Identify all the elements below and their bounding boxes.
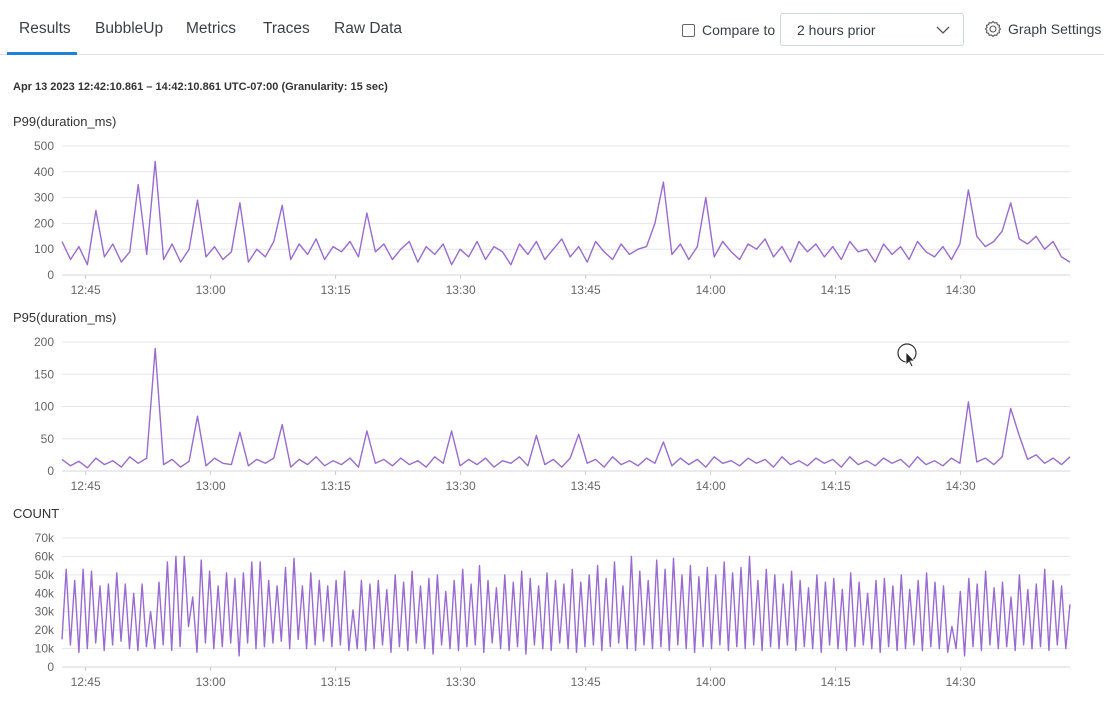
x-tick-label: 14:00 (696, 479, 726, 493)
x-tick-label: 13:30 (446, 675, 476, 689)
graph-settings-label: Graph Settings (1008, 21, 1102, 37)
y-tick-label: 20k (35, 623, 55, 637)
y-tick-label: 70k (35, 531, 55, 545)
y-tick-label: 200 (34, 335, 54, 349)
y-tick-label: 400 (34, 165, 54, 179)
x-tick-label: 13:30 (446, 479, 476, 493)
x-tick-label: 13:00 (196, 479, 226, 493)
x-tick-label: 13:00 (196, 675, 226, 689)
x-tick-label: 13:00 (196, 283, 226, 297)
x-tick-label: 14:30 (946, 479, 976, 493)
x-tick-label: 14:30 (946, 283, 976, 297)
y-tick-label: 50k (35, 568, 55, 582)
y-tick-label: 10k (35, 642, 55, 656)
compare-period-value: 2 hours prior (797, 22, 876, 38)
x-tick-label: 13:15 (321, 479, 351, 493)
checkbox-icon[interactable] (682, 23, 695, 37)
compare-label: Compare to (702, 22, 776, 38)
y-tick-label: 40k (35, 586, 55, 600)
y-tick-label: 0 (47, 268, 54, 282)
x-tick-label: 14:30 (946, 675, 976, 689)
chart-title-p99: P99(duration_ms) (13, 114, 117, 129)
x-tick-label: 13:15 (321, 675, 351, 689)
tab-bar: Results BubbleUp Metrics Traces Raw Data (0, 0, 1104, 55)
x-tick-label: 13:45 (571, 479, 601, 493)
compare-to-checkbox[interactable]: Compare to (682, 22, 775, 38)
tab-raw-data[interactable]: Raw Data (334, 20, 403, 37)
chart-count[interactable]: 0 10k 20k 30k 40k 50k 60k 70k 12:45 13:00 13:15 13:… (0, 522, 1120, 702)
y-tick-label: 500 (34, 139, 54, 153)
chart-p99[interactable]: 0 100 200 300 400 500 12:45 13:00 13:15 13:30 13:4… (0, 130, 1120, 305)
chart-p95[interactable]: 0 50 100 150 200 12:45 13:00 13:15 13:30 13:45 14:… (0, 326, 1120, 501)
y-tick-label: 150 (34, 367, 54, 381)
x-tick-label: 13:45 (571, 675, 601, 689)
tab-traces[interactable]: Traces (263, 20, 310, 37)
x-tick-label: 13:15 (321, 283, 351, 297)
x-tick-label: 13:45 (571, 283, 601, 297)
mouse-cursor-icon (897, 343, 917, 368)
series-line (61, 160, 1071, 266)
y-tick-label: 0 (47, 660, 54, 674)
tab-bubbleup[interactable]: BubbleUp (95, 20, 164, 37)
series-line (61, 347, 1071, 469)
compare-period-select[interactable]: 2 hours prior (780, 13, 964, 46)
active-tab-indicator (7, 52, 77, 55)
y-tick-label: 100 (34, 242, 54, 256)
chart-title-count: COUNT (13, 506, 60, 521)
series-line (61, 555, 1071, 657)
x-tick-label: 14:15 (821, 479, 851, 493)
x-tick-label: 14:15 (821, 283, 851, 297)
x-tick-label: 12:45 (71, 283, 101, 297)
x-tick-label: 13:30 (446, 283, 476, 297)
y-tick-label: 100 (34, 400, 54, 414)
y-tick-label: 300 (34, 191, 54, 205)
chart-title-p95: P95(duration_ms) (13, 310, 117, 325)
y-tick-label: 0 (47, 464, 54, 478)
y-tick-label: 60k (35, 549, 55, 563)
tab-results[interactable]: Results (19, 20, 71, 37)
x-tick-label: 12:45 (71, 479, 101, 493)
y-tick-label: 200 (34, 216, 54, 230)
tab-metrics[interactable]: Metrics (186, 20, 236, 37)
y-tick-label: 50 (41, 432, 55, 446)
x-tick-label: 14:00 (696, 675, 726, 689)
graph-settings-button[interactable]: Graph Settings (984, 20, 1101, 38)
chevron-down-icon (936, 26, 950, 34)
x-tick-label: 12:45 (71, 675, 101, 689)
time-range-label: Apr 13 2023 12:42:10.861 – 14:42:10.861 … (13, 81, 388, 93)
x-tick-label: 14:15 (821, 675, 851, 689)
x-tick-label: 14:00 (696, 283, 726, 297)
gear-icon (984, 20, 1002, 38)
y-tick-label: 30k (35, 605, 55, 619)
